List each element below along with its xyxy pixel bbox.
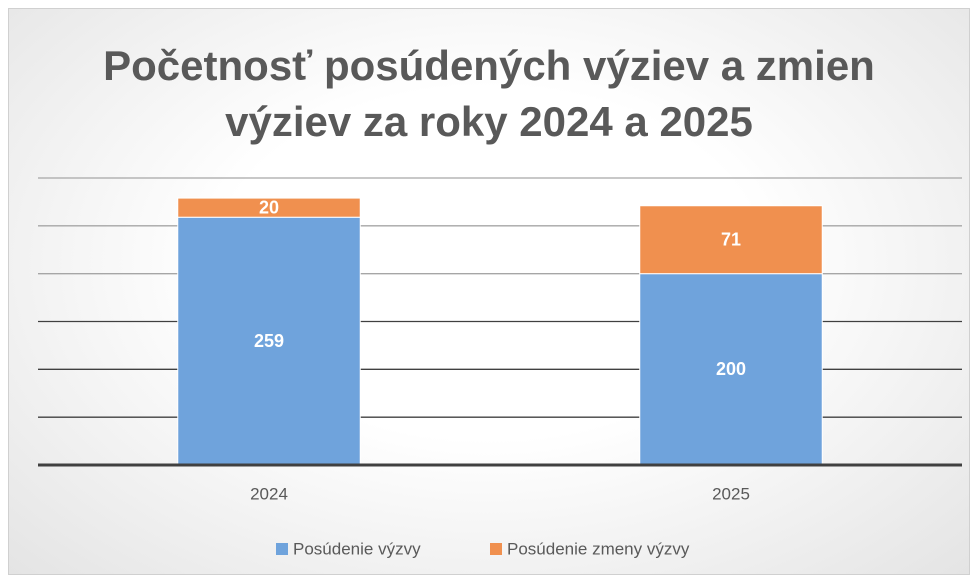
data-label: 200 <box>716 359 746 379</box>
data-label: 71 <box>721 229 741 249</box>
data-label: 259 <box>254 331 284 351</box>
legend-swatch <box>490 543 502 555</box>
bar-segment <box>639 273 823 466</box>
chart-title: Početnosť posúdených výziev a zmien výzi… <box>103 42 875 145</box>
legend-swatch <box>276 543 288 555</box>
x-tick-label: 2024 <box>250 484 288 503</box>
legend-label: Posúdenie výzvy <box>293 539 421 558</box>
x-tick-label: 2025 <box>712 484 750 503</box>
bar-segment <box>177 197 361 218</box>
data-label: 20 <box>259 197 279 217</box>
legend-label: Posúdenie zmeny výzvy <box>507 539 690 558</box>
bar-segment <box>177 216 361 466</box>
bar-segment <box>639 205 823 275</box>
